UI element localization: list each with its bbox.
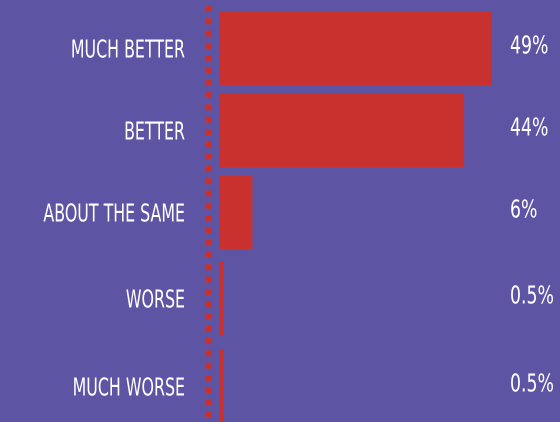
category-labels: MUCH BETTER BETTER ABOUT THE SAME WORSE MUCH…	[43, 34, 185, 402]
value-label: 0.5%	[510, 369, 554, 398]
category-label: WORSE	[126, 284, 185, 314]
axis-dot	[206, 178, 212, 185]
axis-dot	[206, 129, 212, 135]
axis-dot	[206, 67, 212, 74]
bar-much-better	[219, 12, 492, 85]
axis-dot	[206, 227, 212, 234]
axis-dot	[206, 399, 212, 406]
axis-dot	[206, 153, 212, 160]
axis-dot	[206, 165, 212, 172]
value-label: 6%	[510, 195, 537, 224]
category-label: MUCH WORSE	[73, 372, 185, 402]
value-label: 49%	[510, 31, 548, 60]
value-label: 44%	[510, 113, 548, 142]
axis-dot	[206, 387, 212, 394]
axis-dot	[206, 42, 212, 49]
bar-worse	[219, 262, 224, 335]
axis-dot	[206, 350, 212, 357]
axis-dot	[206, 92, 212, 99]
axis-dot	[206, 104, 212, 111]
axis-dot	[206, 239, 212, 246]
axis-dot	[206, 362, 212, 369]
axis-dot	[206, 55, 212, 62]
bars	[219, 12, 492, 422]
axis-dot	[206, 325, 212, 332]
axis-dot	[206, 375, 212, 381]
bar-better	[219, 94, 465, 167]
axis-dot	[206, 264, 212, 271]
axis-dot	[206, 252, 212, 258]
axis-dot	[206, 79, 212, 86]
axis-dot	[206, 116, 212, 123]
axis-dot	[206, 411, 212, 418]
category-label: MUCH BETTER	[71, 34, 185, 64]
axis-dot	[206, 141, 212, 148]
axis-dot	[206, 288, 212, 295]
bar-about-the-same	[219, 176, 253, 249]
axis-dot	[206, 276, 212, 283]
value-label: 0.5%	[510, 281, 554, 310]
category-label: BETTER	[124, 116, 185, 146]
dotted-axis-line	[206, 6, 212, 418]
bar-much-worse	[219, 350, 224, 422]
axis-dot	[206, 6, 212, 12]
axis-dot	[206, 18, 212, 25]
axis-dot	[206, 338, 212, 345]
category-label: ABOUT THE SAME	[43, 198, 185, 228]
value-labels: 49% 44% 6% 0.5% 0.5%	[510, 31, 554, 398]
axis-dot	[206, 30, 212, 37]
axis-dot	[206, 215, 212, 222]
axis-dot	[206, 313, 212, 320]
axis-dot	[206, 190, 212, 197]
axis-dot	[206, 301, 212, 308]
axis-dot	[206, 202, 212, 209]
